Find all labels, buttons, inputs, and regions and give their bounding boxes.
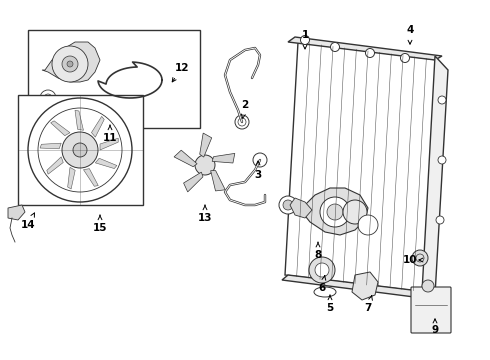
Polygon shape — [83, 168, 98, 186]
Text: 15: 15 — [93, 223, 107, 233]
Circle shape — [422, 280, 434, 292]
Circle shape — [40, 90, 56, 106]
Circle shape — [327, 204, 343, 220]
Text: 7: 7 — [364, 303, 372, 313]
Polygon shape — [184, 172, 203, 192]
Circle shape — [438, 156, 446, 164]
Text: 14: 14 — [21, 220, 35, 230]
Circle shape — [279, 196, 297, 214]
Circle shape — [400, 54, 410, 63]
Circle shape — [62, 132, 98, 168]
Circle shape — [343, 200, 367, 224]
Circle shape — [28, 98, 132, 202]
Circle shape — [438, 96, 446, 104]
Circle shape — [412, 250, 428, 266]
Polygon shape — [288, 37, 442, 60]
Circle shape — [62, 56, 78, 72]
Circle shape — [309, 257, 335, 283]
Text: 5: 5 — [326, 303, 334, 313]
Circle shape — [320, 197, 350, 227]
Ellipse shape — [314, 287, 336, 297]
Circle shape — [195, 155, 215, 175]
Text: 12: 12 — [175, 63, 189, 73]
Text: 10: 10 — [403, 255, 417, 265]
Text: 11: 11 — [103, 133, 117, 143]
Bar — [28, 30, 200, 128]
Text: 8: 8 — [315, 250, 321, 260]
Text: 3: 3 — [254, 170, 262, 180]
Polygon shape — [100, 138, 118, 150]
Polygon shape — [96, 158, 117, 168]
Text: 13: 13 — [198, 213, 212, 223]
Polygon shape — [75, 110, 83, 130]
Circle shape — [283, 200, 293, 210]
Circle shape — [73, 143, 87, 157]
Text: 1: 1 — [301, 30, 309, 40]
Polygon shape — [290, 198, 312, 218]
Polygon shape — [47, 157, 63, 174]
Polygon shape — [68, 167, 75, 189]
Text: 9: 9 — [431, 325, 439, 335]
Polygon shape — [8, 205, 25, 220]
Circle shape — [330, 42, 340, 51]
Polygon shape — [422, 56, 448, 295]
Polygon shape — [200, 133, 212, 157]
Circle shape — [300, 36, 310, 45]
Text: 6: 6 — [318, 283, 326, 293]
Polygon shape — [212, 153, 235, 163]
Polygon shape — [282, 275, 428, 298]
Bar — [18, 95, 143, 205]
Polygon shape — [352, 272, 378, 300]
Circle shape — [358, 215, 378, 235]
Polygon shape — [40, 143, 61, 149]
Circle shape — [315, 263, 329, 277]
Circle shape — [52, 46, 88, 82]
Polygon shape — [285, 42, 438, 292]
Polygon shape — [211, 171, 225, 191]
Text: 4: 4 — [406, 25, 414, 35]
Text: 2: 2 — [242, 100, 248, 110]
Polygon shape — [50, 121, 70, 136]
Polygon shape — [174, 150, 197, 167]
Polygon shape — [42, 42, 100, 82]
Circle shape — [253, 153, 267, 167]
Polygon shape — [302, 188, 368, 235]
Polygon shape — [55, 98, 65, 112]
Circle shape — [436, 216, 444, 224]
Polygon shape — [92, 116, 104, 137]
Circle shape — [235, 115, 249, 129]
Circle shape — [67, 61, 73, 67]
FancyBboxPatch shape — [411, 287, 451, 333]
Circle shape — [366, 49, 374, 58]
